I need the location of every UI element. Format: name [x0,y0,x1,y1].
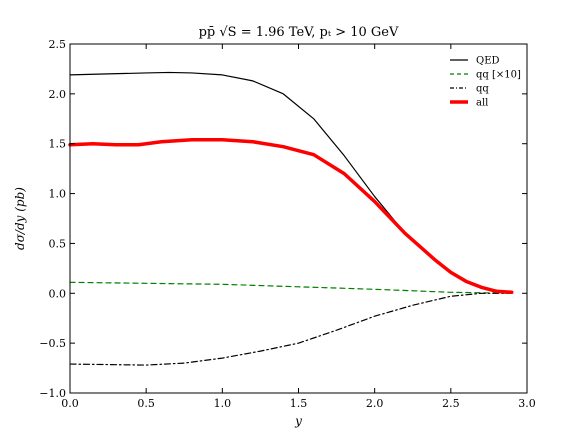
y-tick-label: −1.0 [39,387,66,400]
axis-ticks: 0.0 0.5 1.0 1.5 2.0 2.5 3.0 −1.0 −0.5 0.0 0.5 1.0 1.… [39,38,535,410]
x-tick-label: 1.0 [214,397,232,410]
x-tick-label: 2.5 [442,397,460,410]
chart-title-group: pp̄ √S = 1.96 TeV, pₜ > 10 GeV [199,25,399,40]
legend-label-3: all [476,98,488,109]
legend-label-1: qq [×10] [476,70,521,81]
series-layer [68,71,514,366]
chart-title: pp̄ √S = 1.96 TeV, pₜ > 10 GeV [199,25,399,40]
y-axis-label: dσ/dy (pb) [13,187,27,250]
legend: QED qq [×10] qq all [450,56,521,109]
y-tick-label: 2.0 [49,88,67,101]
series-line-1 [69,281,513,294]
y-tick-label: 1.5 [49,138,67,151]
y-tick-label: 0.5 [49,237,67,250]
legend-label-2: qq [476,84,489,95]
x-tick-label: 0.0 [61,397,79,410]
x-tick-label: 2.0 [366,397,384,410]
x-tick-label: 1.5 [290,397,308,410]
x-tick-label: 0.5 [137,397,155,410]
series-line-0 [69,71,513,293]
series-line-3 [68,137,514,295]
x-tick-label: 3.0 [518,397,536,410]
y-tick-label: 2.5 [49,38,67,51]
legend-label-0: QED [476,56,500,67]
plot-frame [69,43,528,394]
series-line-2 [69,292,513,366]
axis-labels: y dσ/dy (pb) [13,187,302,428]
y-tick-label: 1.0 [49,188,67,201]
y-tick-label: 0.0 [49,287,67,300]
x-axis-label: y [294,414,302,428]
y-tick-label: −0.5 [39,337,66,350]
